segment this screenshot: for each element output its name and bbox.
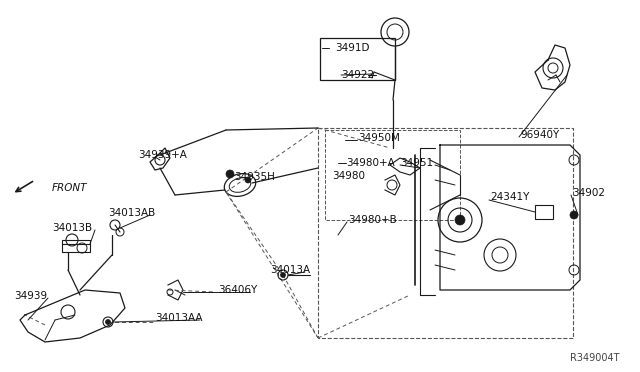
Text: 34980+B: 34980+B	[348, 215, 397, 225]
Text: 34013AB: 34013AB	[108, 208, 156, 218]
Circle shape	[106, 320, 111, 324]
Bar	[320, 38, 395, 80]
Text: 3491D: 3491D	[335, 43, 369, 53]
Bar	[62, 240, 90, 252]
Text: 34939: 34939	[14, 291, 47, 301]
Text: 34951: 34951	[400, 158, 433, 168]
Text: 36406Y: 36406Y	[218, 285, 257, 295]
Text: 34013AA: 34013AA	[155, 313, 202, 323]
Text: 24341Y: 24341Y	[490, 192, 529, 202]
Bar	[318, 128, 573, 338]
Text: 34980: 34980	[332, 171, 365, 181]
Circle shape	[245, 177, 251, 183]
Circle shape	[226, 170, 234, 178]
Text: 34902: 34902	[572, 188, 605, 198]
Bar	[535, 205, 553, 219]
Bar	[325, 130, 460, 220]
Circle shape	[455, 215, 465, 225]
Text: R349004T: R349004T	[570, 353, 620, 363]
Text: 34922: 34922	[341, 70, 374, 80]
Circle shape	[280, 273, 285, 278]
Text: 34950M: 34950M	[358, 133, 400, 143]
Text: 34013A: 34013A	[270, 265, 310, 275]
Text: 34935H: 34935H	[234, 172, 275, 182]
Text: 96940Y: 96940Y	[520, 130, 559, 140]
Circle shape	[570, 211, 578, 219]
Text: FRONT: FRONT	[52, 183, 88, 193]
Text: 34013B: 34013B	[52, 223, 92, 233]
Text: 34980+A: 34980+A	[346, 158, 395, 168]
Text: 34939+A: 34939+A	[138, 150, 187, 160]
